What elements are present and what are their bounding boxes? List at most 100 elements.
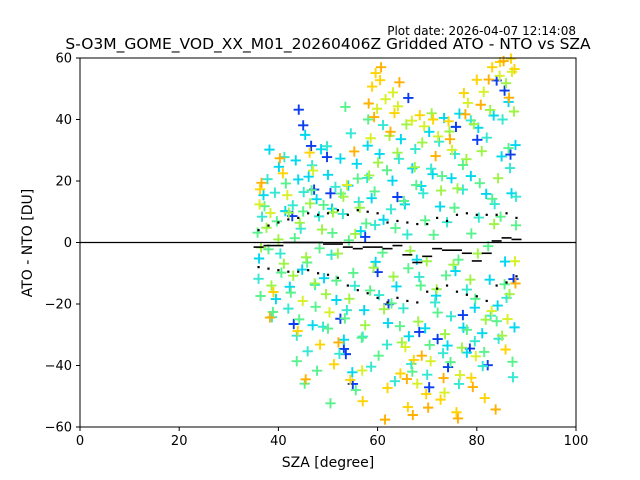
data-point [438, 372, 449, 384]
data-point [470, 293, 481, 304]
data-point [361, 218, 372, 229]
data-point [421, 388, 432, 400]
data-point [322, 169, 334, 180]
data-point [395, 134, 407, 145]
data-point [479, 346, 490, 358]
data-point [424, 339, 435, 351]
data-point [381, 165, 393, 176]
data-point [406, 115, 417, 126]
data-point [373, 350, 384, 361]
data-point [472, 248, 483, 259]
data-point [499, 85, 510, 96]
data-point [502, 313, 513, 325]
data-point [443, 116, 454, 127]
data-point [372, 157, 384, 168]
data-point [377, 119, 389, 131]
data-point [381, 339, 393, 350]
data-point [377, 247, 388, 258]
data-point [432, 333, 443, 345]
data-point [287, 200, 298, 211]
data-point [500, 78, 512, 89]
data-point [394, 320, 406, 332]
data-point [368, 262, 379, 273]
data-point [495, 211, 506, 222]
data-point [475, 99, 486, 110]
data-point [261, 222, 272, 233]
data-point [337, 208, 349, 220]
data-point [414, 326, 425, 338]
data-point [379, 414, 391, 425]
data-point [368, 111, 380, 123]
data-point [454, 369, 466, 381]
scatter-series-lime [255, 78, 520, 353]
data-point [453, 254, 464, 265]
x-tick-label: 20 [171, 434, 188, 449]
data-point [388, 271, 399, 282]
data-point [326, 249, 337, 260]
data-point [341, 179, 352, 191]
data-point [484, 274, 495, 285]
data-point [365, 285, 376, 296]
data-point [314, 243, 325, 254]
data-point [412, 378, 423, 389]
data-point [290, 155, 301, 166]
data-point [401, 373, 413, 385]
data-point [270, 293, 282, 305]
dotted-stat-point [386, 301, 389, 304]
data-point [426, 163, 437, 174]
data-point [350, 228, 361, 240]
data-point [432, 131, 444, 142]
data-point [294, 314, 305, 325]
y-tick-label: −60 [45, 421, 72, 436]
data-point [359, 305, 370, 316]
data-point [318, 273, 330, 284]
x-axis-ticks: 0 20 40 60 80 100 [76, 427, 588, 449]
data-point [264, 144, 275, 155]
data-point [476, 146, 487, 157]
data-point [294, 217, 305, 228]
data-point [334, 348, 345, 359]
data-point [483, 74, 494, 85]
data-point [400, 341, 411, 353]
data-point [467, 381, 478, 393]
data-point [461, 154, 472, 165]
data-point [472, 134, 483, 145]
data-point [366, 81, 378, 92]
data-point [268, 286, 279, 298]
data-point [298, 120, 309, 131]
data-point [491, 316, 502, 327]
data-point [275, 248, 286, 259]
data-point [430, 150, 441, 162]
data-point [289, 233, 300, 244]
data-point [369, 219, 381, 231]
data-point [466, 372, 477, 383]
data-point [306, 160, 318, 171]
data-point [457, 184, 469, 195]
data-point [492, 300, 503, 311]
data-point [264, 312, 276, 323]
data-point [360, 231, 371, 243]
data-point [373, 289, 385, 301]
y-tick-label: 40 [55, 113, 72, 128]
data-point [446, 144, 458, 156]
data-point [284, 281, 295, 292]
data-point [509, 256, 521, 267]
data-point [325, 188, 336, 199]
data-point [389, 376, 401, 387]
data-point [302, 346, 313, 357]
data-point [408, 354, 419, 366]
dotted-stat-point [416, 301, 419, 304]
data-point [465, 274, 476, 285]
data-point [441, 217, 453, 228]
data-point [324, 307, 335, 318]
data-point [311, 365, 323, 376]
dotted-stat-point [465, 212, 468, 215]
data-point [277, 168, 289, 179]
x-tick-label: 80 [469, 434, 486, 449]
data-point [386, 298, 397, 309]
data-point [307, 320, 318, 331]
data-point [313, 211, 325, 222]
data-point [403, 263, 414, 274]
data-point [500, 344, 511, 355]
